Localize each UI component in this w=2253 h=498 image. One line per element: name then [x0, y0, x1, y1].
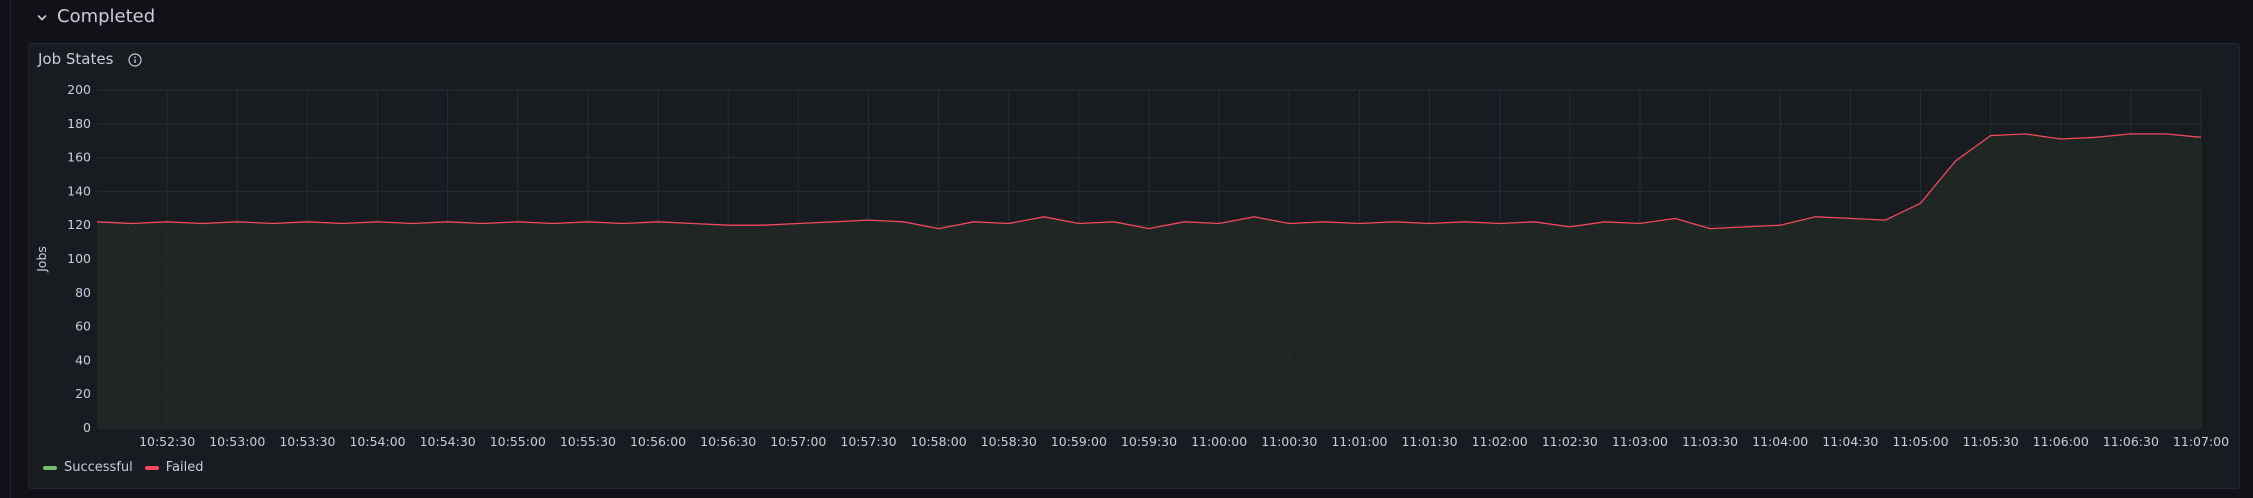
y-tick-label: 180: [67, 116, 91, 131]
legend-label-failed: Failed: [165, 460, 204, 475]
x-tick-label: 10:52:30: [139, 434, 195, 449]
x-tick-label: 11:02:00: [1472, 434, 1528, 449]
x-tick-label: 10:55:30: [560, 434, 616, 449]
x-tick-label: 10:57:00: [770, 434, 826, 449]
x-tick-label: 10:53:30: [279, 434, 335, 449]
legend-swatch-failed: [144, 465, 159, 470]
y-tick-label: 140: [67, 183, 91, 198]
x-tick-label: 11:04:30: [1822, 434, 1878, 449]
legend-item-failed[interactable]: Failed: [144, 460, 204, 475]
chevron-down-icon[interactable]: [34, 10, 50, 26]
series-area-failed: [97, 133, 2201, 428]
chart-legend: Successful Failed: [43, 460, 216, 475]
x-tick-label: 10:59:30: [1121, 434, 1177, 449]
x-tick-label: 10:57:30: [840, 434, 896, 449]
info-icon[interactable]: [127, 52, 143, 68]
job-states-chart[interactable]: 0 20 40 60 80 100 120 140 160 180 200 10:52:30 10:53…: [29, 44, 2239, 454]
y-tick-label: 60: [75, 319, 91, 334]
job-states-panel: Job States 0 20 40 60 80 100 120 140 160 180 200 10…: [28, 43, 2240, 489]
y-tick-label: 120: [67, 217, 91, 232]
y-tick-label: 100: [67, 251, 91, 266]
x-tick-label: 11:03:30: [1682, 434, 1738, 449]
y-tick-label: 20: [75, 386, 91, 401]
x-tick-label: 11:03:00: [1612, 434, 1668, 449]
x-tick-label: 10:54:00: [349, 434, 405, 449]
y-tick-label: 40: [75, 352, 91, 367]
x-tick-label: 10:53:00: [209, 434, 265, 449]
x-tick-label: 10:58:30: [981, 434, 1037, 449]
x-tick-label: 11:00:30: [1261, 434, 1317, 449]
row-title[interactable]: Completed: [57, 6, 156, 27]
x-tick-label: 11:06:00: [2033, 434, 2089, 449]
x-tick-label: 10:55:00: [490, 434, 546, 449]
x-tick-label: 11:07:00: [2173, 434, 2229, 449]
x-tick-label: 11:00:00: [1191, 434, 1247, 449]
x-tick-label: 11:05:30: [1963, 434, 2019, 449]
legend-swatch-successful: [43, 465, 57, 470]
x-tick-label: 10:58:00: [911, 434, 967, 449]
x-tick-label: 11:05:00: [1892, 434, 1948, 449]
x-tick-label: 11:06:30: [2103, 434, 2159, 449]
series-line-failed: [96, 133, 2202, 230]
row-left-rail: [10, 0, 11, 498]
y-tick-label: 200: [67, 82, 91, 97]
legend-item-successful[interactable]: Successful: [43, 460, 133, 475]
x-tick-label: 11:01:30: [1401, 434, 1457, 449]
x-tick-label: 11:02:30: [1542, 434, 1598, 449]
legend-label-successful: Successful: [64, 460, 133, 475]
x-tick-label: 10:59:00: [1051, 434, 1107, 449]
x-tick-label: 10:56:30: [700, 434, 756, 449]
x-tick-label: 11:01:00: [1331, 434, 1387, 449]
y-tick-label: 80: [75, 285, 91, 300]
x-tick-label: 10:56:00: [630, 434, 686, 449]
panel-title[interactable]: Job States: [38, 50, 114, 68]
y-axis-label: Jobs: [34, 246, 49, 273]
x-tick-label: 11:04:00: [1752, 434, 1808, 449]
y-tick-label: 160: [67, 150, 91, 165]
row-header-completed[interactable]: Completed: [0, 0, 2253, 38]
y-tick-label: 0: [83, 420, 91, 435]
x-tick-label: 10:54:30: [420, 434, 476, 449]
